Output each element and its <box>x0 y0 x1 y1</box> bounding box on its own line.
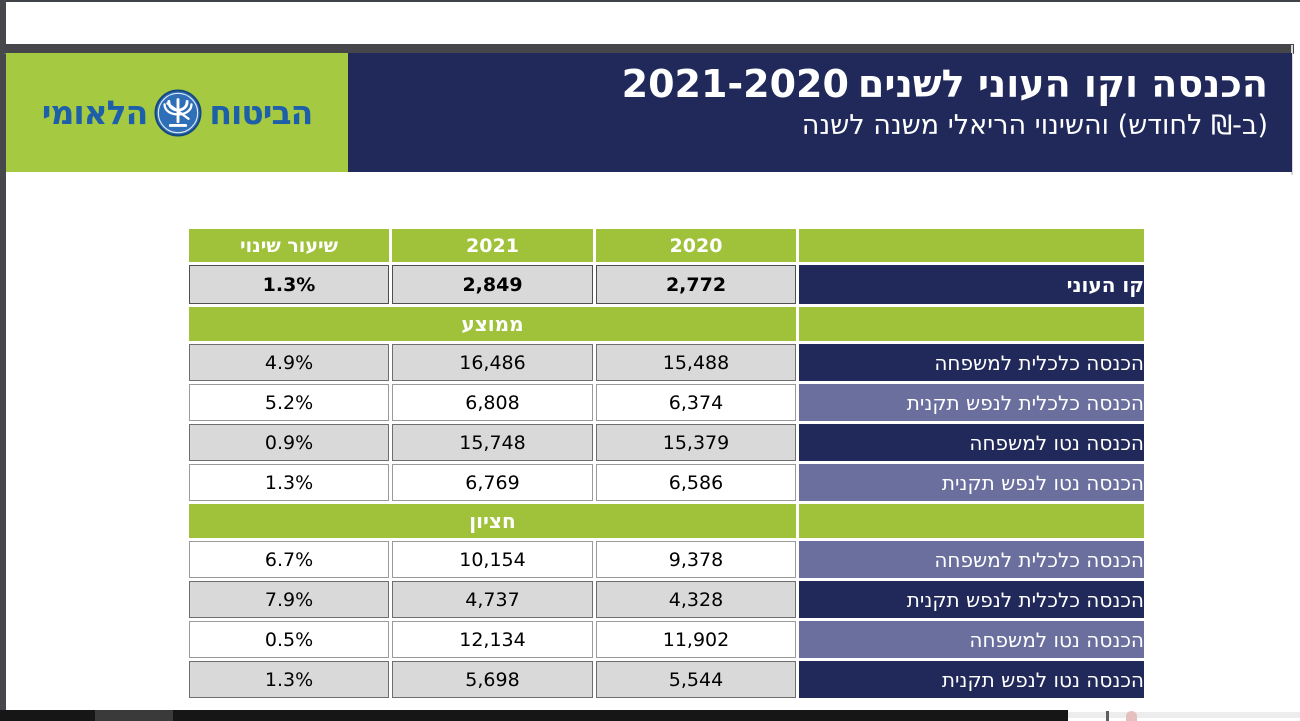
value-change: 6.7% <box>189 541 389 578</box>
page-title-years: 2021-2020 <box>621 62 849 106</box>
table-row: הכנסה נטו לנפש תקנית 5,544 5,698 1.3% <box>189 661 1144 698</box>
value-change: 0.5% <box>189 621 389 658</box>
row-label: הכנסה נטו למשפחה <box>799 621 1144 658</box>
menorah-emblem-icon <box>154 88 202 137</box>
value-2020: 15,488 <box>596 344 796 381</box>
value-change: 5.2% <box>189 384 389 421</box>
next-page-top-edge <box>0 710 1068 721</box>
income-poverty-table: 2020 2021 שיעור שינוי קו העוני 2,772 2,8… <box>186 226 1147 701</box>
table-row: הכנסה כלכלית לנפש תקנית 4,328 4,737 7.9% <box>189 581 1144 618</box>
section-band-median: חציון <box>189 504 1144 538</box>
table-row: הכנסה נטו לנפש תקנית 6,586 6,769 1.3% <box>189 464 1144 501</box>
value-2020: 11,902 <box>596 621 796 658</box>
value-2021: 4,737 <box>392 581 593 618</box>
value-change: 0.9% <box>189 424 389 461</box>
value-2020: 6,586 <box>596 464 796 501</box>
section-band-label-cell <box>799 504 1144 538</box>
value-2021: 16,486 <box>392 344 593 381</box>
value-2021: 5,698 <box>392 661 593 698</box>
table-header-row: 2020 2021 שיעור שינוי <box>189 229 1144 262</box>
row-label: הכנסה נטו לנפש תקנית <box>799 464 1144 501</box>
header-cell-change: שיעור שינוי <box>189 229 389 262</box>
section-band-average: ממוצע <box>189 307 1144 341</box>
page-title-text: הכנסה וקו העוני לשנים <box>857 62 1268 106</box>
table-row: הכנסה נטו למשפחה 15,379 15,748 0.9% <box>189 424 1144 461</box>
next-page-partial-logo <box>1126 711 1137 721</box>
value-change: 1.3% <box>189 464 389 501</box>
title-block: הכנסה וקו העוני לשנים2021-2020 (ב-₪ לחוד… <box>308 61 1268 143</box>
header-cell-empty <box>799 229 1144 262</box>
slide-header-band: הביטוח הלאומי הכנסה וקו העוני לשנים2021-… <box>6 53 1292 172</box>
table-row-poverty-line: קו העוני 2,772 2,849 1.3% <box>189 265 1144 304</box>
value-2021: 6,808 <box>392 384 593 421</box>
value-change: 1.3% <box>189 661 389 698</box>
value-2020: 6,374 <box>596 384 796 421</box>
value-2021: 15,748 <box>392 424 593 461</box>
row-label: הכנסה כלכלית לנפש תקנית <box>799 581 1144 618</box>
next-page-partial-glyph <box>1106 711 1109 721</box>
value-2020: 9,378 <box>596 541 796 578</box>
value-2020: 4,328 <box>596 581 796 618</box>
header-cell-2021: 2021 <box>392 229 593 262</box>
row-label: הכנסה נטו למשפחה <box>799 424 1144 461</box>
section-title: ממוצע <box>189 307 796 341</box>
value-2021: 6,769 <box>392 464 593 501</box>
viewer-left-edge <box>0 0 6 712</box>
value-change: 1.3% <box>189 265 389 304</box>
table-row: הכנסה כלכלית לנפש תקנית 6,374 6,808 5.2% <box>189 384 1144 421</box>
row-label: הכנסה כלכלית למשפחה <box>799 541 1144 578</box>
row-label: הכנסה נטו לנפש תקנית <box>799 661 1144 698</box>
value-change: 7.9% <box>189 581 389 618</box>
next-page-top-edge-segment <box>95 710 173 721</box>
page-subtitle: (ב-₪ לחודש) והשינוי הריאלי משנה לשנה <box>801 110 1268 142</box>
value-2021: 10,154 <box>392 541 593 578</box>
logo-row: הביטוח הלאומי <box>41 88 313 137</box>
section-title: חציון <box>189 504 796 538</box>
logo-word-haleumi: הלאומי <box>41 93 149 132</box>
header-cell-2020: 2020 <box>596 229 796 262</box>
table-row: הכנסה נטו למשפחה 11,902 12,134 0.5% <box>189 621 1144 658</box>
slide-right-border <box>1291 45 1293 175</box>
section-band-label-cell <box>799 307 1144 341</box>
row-label: קו העוני <box>799 265 1144 304</box>
value-2020: 15,379 <box>596 424 796 461</box>
table-row: הכנסה כלכלית למשפחה 9,378 10,154 6.7% <box>189 541 1144 578</box>
value-change: 4.9% <box>189 344 389 381</box>
value-2021: 12,134 <box>392 621 593 658</box>
next-page-margin <box>1068 712 1300 718</box>
page-title: הכנסה וקו העוני לשנים2021-2020 <box>308 61 1268 107</box>
national-insurance-logo: הביטוח הלאומי <box>6 53 348 172</box>
viewer-top-edge <box>0 0 1300 2</box>
row-label: הכנסה כלכלית למשפחה <box>799 344 1144 381</box>
logo-word-habituach: הביטוח <box>209 93 313 132</box>
value-2020: 5,544 <box>596 661 796 698</box>
table-row: הכנסה כלכלית למשפחה 15,488 16,486 4.9% <box>189 344 1144 381</box>
value-2021: 2,849 <box>392 265 593 304</box>
value-2020: 2,772 <box>596 265 796 304</box>
row-label: הכנסה כלכלית לנפש תקנית <box>799 384 1144 421</box>
